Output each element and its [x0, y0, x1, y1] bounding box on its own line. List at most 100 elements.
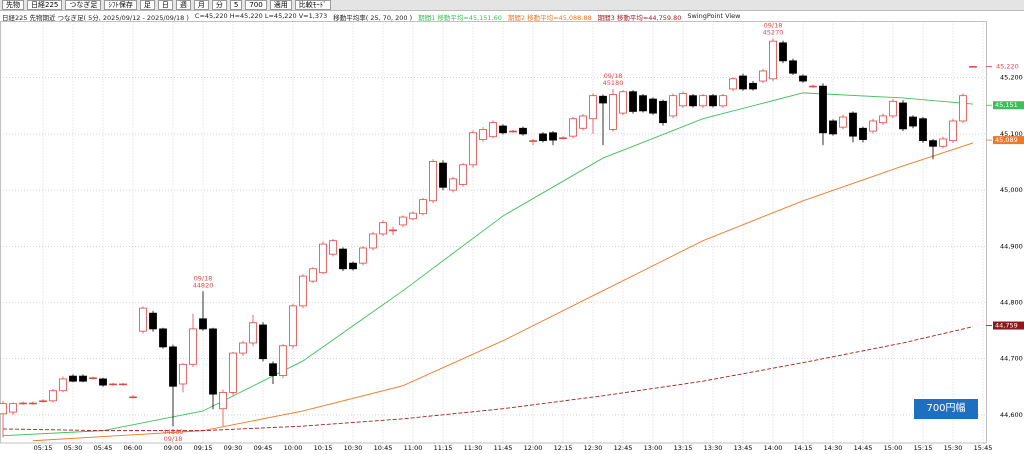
annotation-date: 09/18	[194, 274, 213, 282]
candle-body	[819, 85, 827, 134]
candle-body	[109, 383, 117, 386]
x-tick-label: 15:30	[944, 444, 963, 452]
toolbar-item[interactable]: 月	[193, 0, 209, 10]
x-tick-label: 15:45	[974, 444, 993, 452]
candle-body	[199, 318, 207, 330]
x-tick-label: 12:00	[524, 444, 543, 452]
y-tick-label: 45,000	[1000, 186, 1023, 194]
ma-periods: 移動平均率( 25, 70, 200 )	[333, 14, 413, 22]
toolbar-item[interactable]: 日経225	[27, 0, 63, 10]
x-tick-label: 05:45	[94, 444, 113, 452]
candle-body	[189, 328, 197, 365]
candle-body	[429, 161, 437, 202]
candle-body	[339, 248, 347, 270]
candle-body	[699, 95, 707, 107]
x-tick-label: 14:15	[794, 444, 813, 452]
candle-body	[219, 392, 227, 410]
candle-body	[689, 95, 697, 107]
y-tick-label: 45,200	[1000, 74, 1023, 82]
candle-body	[599, 95, 607, 104]
candle-body	[309, 268, 317, 282]
toolbar-item[interactable]: 分	[211, 0, 227, 10]
candle-body	[209, 328, 217, 395]
toolbar-item[interactable]: 先物	[2, 0, 24, 10]
candle-body	[769, 40, 777, 80]
x-tick-label: 11:30	[464, 444, 483, 452]
x-tick-label: 15:15	[914, 444, 933, 452]
x-tick-label: 12:15	[554, 444, 573, 452]
candle-body	[619, 91, 627, 114]
toolbar-item[interactable]: 比較ﾓｰﾄﾞ	[294, 0, 331, 10]
candle-body	[69, 375, 77, 382]
candle-body	[49, 390, 57, 402]
candle-body	[669, 95, 677, 117]
price-box	[993, 101, 1024, 110]
annotation-value: 45270	[763, 28, 784, 36]
candle-body	[729, 78, 737, 90]
annotation-value: 44820	[193, 281, 214, 289]
y-tick-label: 45,100	[1000, 130, 1023, 138]
candle-body	[869, 120, 877, 132]
toolbar-item[interactable]: 700	[245, 0, 267, 10]
candle-body	[149, 312, 157, 330]
toolbar: 先物 日経225 つなぎ足 ｼﾌﾄ保存足日週月分 5 700 適用 比較ﾓｰﾄﾞ	[0, 0, 1024, 11]
candle-body	[389, 229, 397, 232]
candle-body	[529, 140, 537, 142]
candle-body	[269, 363, 277, 376]
candle-body	[949, 120, 957, 142]
candle-body	[969, 66, 977, 68]
legend-1: 期間1 移動平均=45,151.60	[418, 14, 502, 22]
candle-body	[779, 42, 787, 62]
toolbar-item[interactable]: 週	[175, 0, 191, 10]
candle-body	[909, 116, 917, 127]
toolbar-item[interactable]: 5	[229, 0, 243, 10]
candle-body	[259, 324, 267, 360]
candle-body	[349, 262, 357, 270]
x-tick-label: 09:15	[194, 444, 213, 452]
candle-body	[849, 112, 857, 137]
candle-body	[89, 377, 97, 380]
candle-body	[939, 138, 947, 147]
moving-average	[2, 326, 974, 432]
candle-body	[889, 100, 897, 117]
y-tick-label: 44,600	[1000, 411, 1023, 419]
instrument: 日経225 先物期近 つなぎ足( 5分, 2025/09/12 - 2025/0…	[2, 14, 189, 22]
x-tick-label: 06:00	[124, 444, 143, 452]
x-tick-label: 10:45	[374, 444, 393, 452]
candle-body	[879, 115, 887, 124]
candle-body	[0, 403, 7, 415]
legend-3: 期間3 移動平均=44,759.80	[597, 14, 682, 22]
candle-body	[759, 70, 767, 82]
moving-average	[32, 142, 974, 442]
candle-body	[179, 363, 187, 385]
toolbar-item[interactable]: つなぎ足	[65, 0, 102, 10]
toolbar-item[interactable]: ｼﾌﾄ保存	[104, 0, 137, 10]
x-tick-label: 13:30	[704, 444, 723, 452]
x-tick-label: 11:15	[434, 444, 453, 452]
candle-body	[19, 402, 27, 405]
candle-body	[79, 375, 87, 382]
candle-body	[449, 178, 457, 191]
candle-body	[609, 94, 617, 130]
toolbar-item[interactable]: 適用	[269, 0, 292, 10]
x-tick-label: 13:15	[674, 444, 693, 452]
candle-body	[419, 199, 427, 215]
candle-body	[929, 140, 937, 147]
toolbar-item[interactable]: 日	[157, 0, 173, 10]
x-tick-label: 11:00	[404, 444, 423, 452]
toolbar-item[interactable]: 足	[139, 0, 155, 10]
candle-body	[319, 243, 327, 274]
x-tick-label: 09:45	[254, 444, 273, 452]
candle-body	[709, 95, 717, 107]
x-tick-label: 05:30	[64, 444, 83, 452]
candle-body	[739, 75, 747, 90]
x-tick-label: 12:30	[584, 444, 603, 452]
price-box	[993, 136, 1024, 145]
price-label: 45,220	[996, 62, 1019, 70]
candle-body	[299, 275, 307, 307]
candle-body	[499, 125, 507, 134]
annotation-date: 09/18	[764, 21, 783, 29]
x-tick-label: 15:00	[884, 444, 903, 452]
annotation-date: 09/18	[164, 435, 183, 443]
candle-body	[639, 95, 647, 112]
